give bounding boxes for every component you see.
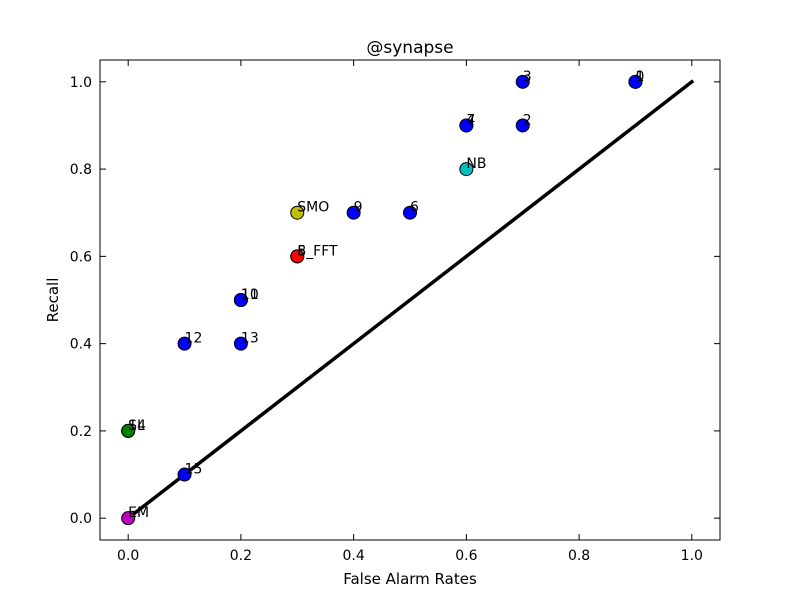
x-tick-label: 0.6 (455, 548, 477, 564)
data-point-label: SL (128, 418, 145, 434)
axis-ticks: 0.0 0.2 0.4 0.6 0.8 1.0 0.0 0.2 0.4 0.6 0.8 1.0 (70, 60, 720, 564)
data-point-label: 1 (635, 69, 644, 85)
data-point-label: 4 (466, 112, 475, 128)
data-point-label: EM (128, 505, 149, 521)
data-point-6 (403, 205, 417, 220)
y-axis-label: Recall (44, 278, 62, 323)
data-point-5-fft (290, 249, 305, 264)
data-point-14 (121, 423, 136, 438)
data-point-3 (515, 74, 530, 89)
x-axis-label: False Alarm Rates (343, 570, 477, 588)
data-point-label: 7 (466, 112, 475, 128)
x-tick-label: 0.0 (117, 548, 139, 564)
data-point-label: 11 (241, 287, 259, 303)
y-tick-label: 0.2 (70, 424, 92, 440)
data-point-label: 8 (297, 243, 306, 259)
y-tick-label: 0.4 (70, 337, 92, 353)
chart-title: @synapse (366, 38, 453, 58)
y-tick-label: 1.0 (70, 75, 92, 91)
y-tick-label: 0.0 (70, 511, 92, 527)
data-point-13 (233, 336, 248, 351)
data-point-12 (177, 336, 192, 351)
x-tick-label: 0.8 (568, 548, 590, 564)
data-point-label: NB (466, 156, 486, 172)
data-point-label: 6 (410, 200, 419, 216)
x-tick-label: 0.2 (230, 548, 252, 564)
data-point-label: 13 (241, 331, 259, 347)
data-point-label: 9 (354, 200, 363, 216)
data-point-15 (177, 467, 192, 482)
data-point-label: 15 (185, 462, 203, 478)
data-point-label: 3 (523, 69, 532, 85)
y-tick-label: 0.6 (70, 249, 92, 265)
plot-frame (99, 59, 721, 541)
x-tick-label: 0.4 (343, 548, 365, 564)
data-point-11 (233, 293, 248, 307)
data-point-label: 10 (241, 287, 259, 303)
data-point-2 (515, 118, 530, 133)
data-point-label: 14 (128, 418, 146, 434)
data-point-label: 0 (635, 69, 644, 85)
data-point-em (121, 511, 136, 526)
data-point-1 (628, 74, 643, 89)
reference-line (125, 79, 695, 521)
x-tick-label: 1.0 (681, 548, 703, 564)
data-point-4 (459, 118, 474, 133)
data-point-smo (290, 205, 305, 220)
data-point-nb (459, 162, 474, 177)
data-point-label: 5_FFT (297, 243, 338, 259)
data-point-label: 12 (185, 331, 203, 347)
y-tick-label: 0.8 (70, 162, 92, 178)
data-point-label: SMO (297, 200, 329, 216)
data-point-label: 2 (523, 112, 532, 128)
data-point-9 (346, 205, 361, 220)
